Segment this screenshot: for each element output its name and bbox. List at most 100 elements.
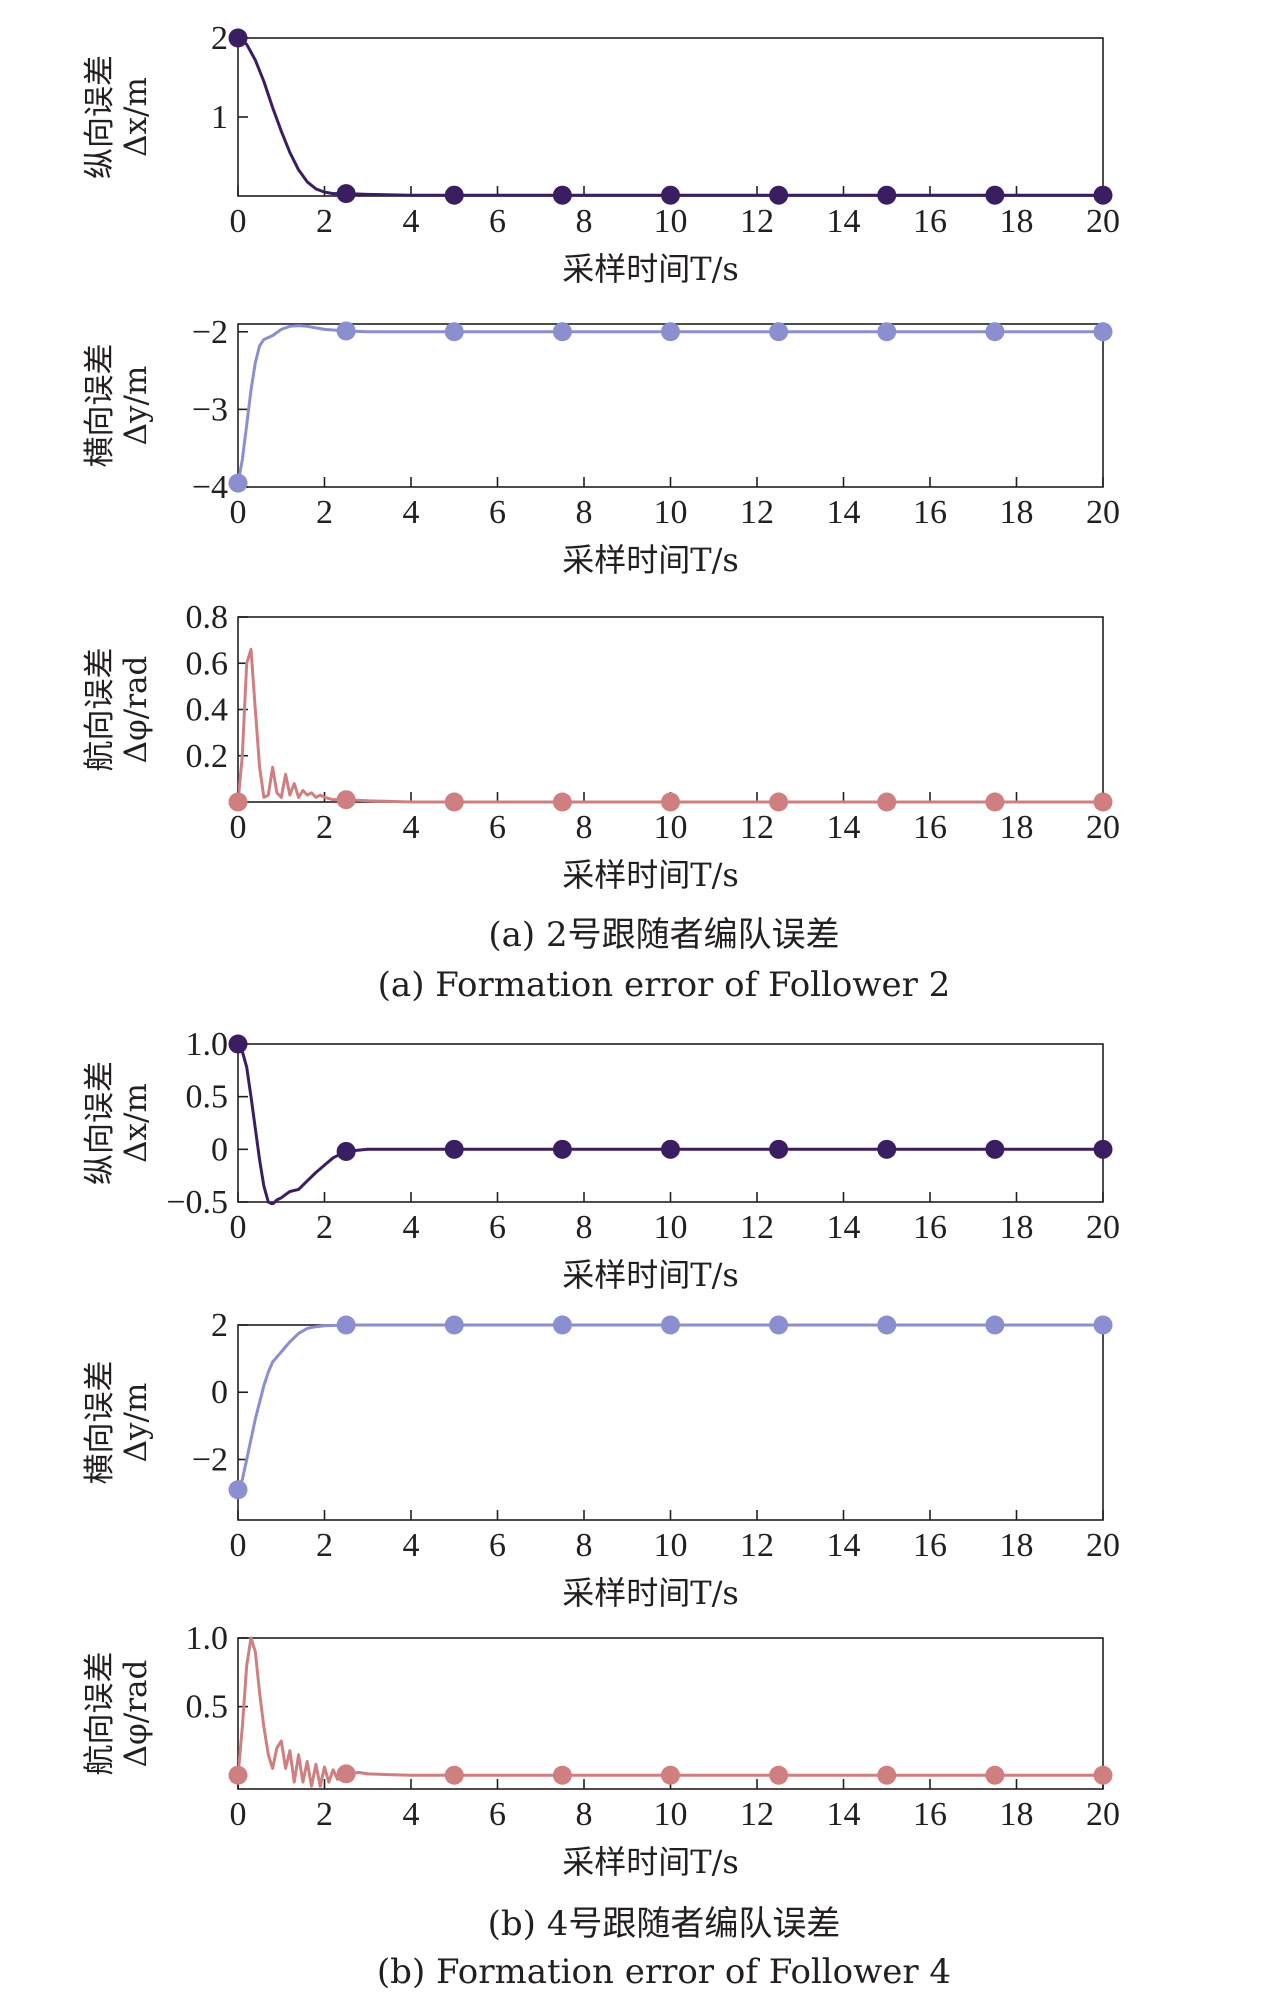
- x-tick-label: 16: [913, 1796, 947, 1833]
- x-tick-label: 12: [740, 1527, 774, 1564]
- series-marker: [444, 1765, 464, 1785]
- series-marker: [336, 1141, 356, 1161]
- series-line: [238, 1636, 1103, 1788]
- x-axis-title: 采样时间T/s: [562, 1843, 739, 1881]
- x-tick-label: 18: [1000, 1796, 1034, 1833]
- series-marker: [985, 792, 1005, 812]
- y-tick-label: 0.2: [186, 738, 229, 775]
- x-tick-label: 2: [316, 1209, 333, 1246]
- x-tick-label: 14: [827, 494, 861, 531]
- x-tick-label: 2: [316, 494, 333, 531]
- series-marker: [552, 1139, 572, 1159]
- x-tick-label: 12: [740, 1796, 774, 1833]
- y-tick-label: 2: [211, 20, 228, 57]
- series-marker: [769, 1139, 789, 1159]
- series-marker: [661, 1139, 680, 1159]
- series-marker: [1093, 1315, 1113, 1335]
- x-tick-label: 4: [403, 203, 420, 240]
- x-tick-label: 14: [827, 1527, 861, 1564]
- panel-2: 0 2 4 6 8 10 12 14 16 18 20 −4 −3 −2 采样时间T/s 横向误差 Δy/m: [82, 314, 1120, 579]
- x-tick-label: 10: [654, 809, 688, 846]
- y-axis-title-line-1: 航向误差: [82, 648, 118, 772]
- x-tick-label: 14: [827, 809, 861, 846]
- x-tick-label: 20: [1086, 1527, 1120, 1564]
- x-tick-label: 6: [489, 203, 506, 240]
- caption-a-english: (a) Formation error of Follower 2: [378, 965, 951, 1005]
- x-tick-label: 10: [654, 1209, 688, 1246]
- x-axis-title: 采样时间T/s: [562, 856, 739, 894]
- y-tick-label: 0.6: [186, 645, 229, 682]
- series-marker: [228, 1034, 248, 1054]
- x-tick-label: 0: [230, 809, 247, 846]
- y-axis-title-line-2: Δφ/rad: [118, 656, 154, 764]
- x-tick-label: 0: [230, 494, 247, 531]
- series-line: [238, 324, 1103, 484]
- x-tick-label: 4: [403, 1796, 420, 1833]
- plot-frame: [237, 323, 1104, 488]
- x-tick-label: 18: [1000, 1527, 1034, 1564]
- x-tick-label: 8: [576, 1796, 593, 1833]
- series-marker: [552, 792, 572, 812]
- caption-a-chinese: (a) 2号跟随者编队误差: [488, 915, 839, 955]
- x-tick-label: 20: [1086, 1796, 1120, 1833]
- x-tick-label: 12: [740, 1209, 774, 1246]
- x-axis-title: 采样时间T/s: [562, 1256, 739, 1294]
- series-marker: [228, 473, 248, 493]
- series-marker: [336, 1764, 356, 1784]
- x-tick-label: 2: [316, 203, 333, 240]
- series-marker: [228, 28, 248, 48]
- y-axis-title-line-2: Δφ/rad: [118, 1660, 154, 1768]
- x-tick-label: 4: [403, 494, 420, 531]
- x-tick-label: 12: [740, 203, 774, 240]
- x-tick-label: 6: [489, 809, 506, 846]
- plot-frame: [237, 616, 1104, 803]
- x-tick-label: 8: [576, 1527, 593, 1564]
- series-marker: [769, 185, 789, 205]
- y-axis-title-line-1: 横向误差: [82, 1361, 118, 1485]
- x-tick-label: 0: [230, 1209, 247, 1246]
- y-tick-label: 0.5: [186, 1079, 229, 1116]
- series-marker: [661, 792, 680, 812]
- x-tick-label: 2: [316, 809, 333, 846]
- series-marker: [444, 322, 464, 342]
- x-tick-label: 20: [1086, 809, 1120, 846]
- series-marker: [769, 1765, 789, 1785]
- panel-6: 0 2 4 6 8 10 12 14 16 18 20 0.5 1.0 采样时间T/s 航向误差 Δφ/rad: [82, 1620, 1120, 1881]
- y-axis-title-line-1: 纵向误差: [82, 1061, 118, 1185]
- y-tick-label: −3: [192, 391, 228, 428]
- x-tick-label: 16: [913, 1527, 947, 1564]
- series-marker: [228, 1765, 248, 1785]
- series-marker: [336, 1315, 356, 1335]
- y-axis-title-line-2: Δy/m: [118, 366, 154, 446]
- y-tick-label: 0: [211, 1374, 228, 1411]
- x-tick-label: 0: [230, 1796, 247, 1833]
- x-tick-label: 18: [1000, 809, 1034, 846]
- y-axis-title-line-1: 航向误差: [82, 1652, 118, 1776]
- y-tick-label: 0: [211, 1131, 228, 1168]
- x-tick-label: 0: [230, 203, 247, 240]
- series-marker: [444, 1315, 464, 1335]
- series-marker: [877, 322, 897, 342]
- series-marker: [661, 322, 680, 342]
- series-marker: [552, 185, 572, 205]
- x-tick-label: 6: [489, 494, 506, 531]
- series-marker: [228, 792, 248, 812]
- x-tick-label: 14: [827, 203, 861, 240]
- x-tick-label: 16: [913, 494, 947, 531]
- y-tick-label: −4: [192, 469, 228, 506]
- series-marker: [444, 792, 464, 812]
- series-marker: [661, 1765, 680, 1785]
- y-axis-title-line-2: Δx/m: [118, 1083, 154, 1163]
- series-marker: [444, 185, 464, 205]
- panel-5: 0 2 4 6 8 10 12 14 16 18 20 −2 0 2 采样时间T/s 横向误差 Δy/m: [82, 1307, 1120, 1612]
- series-marker: [336, 184, 356, 204]
- y-tick-label: 1.0: [186, 1620, 229, 1657]
- series-marker: [1093, 185, 1113, 205]
- x-tick-label: 18: [1000, 494, 1034, 531]
- x-tick-label: 20: [1086, 203, 1120, 240]
- x-tick-label: 10: [654, 494, 688, 531]
